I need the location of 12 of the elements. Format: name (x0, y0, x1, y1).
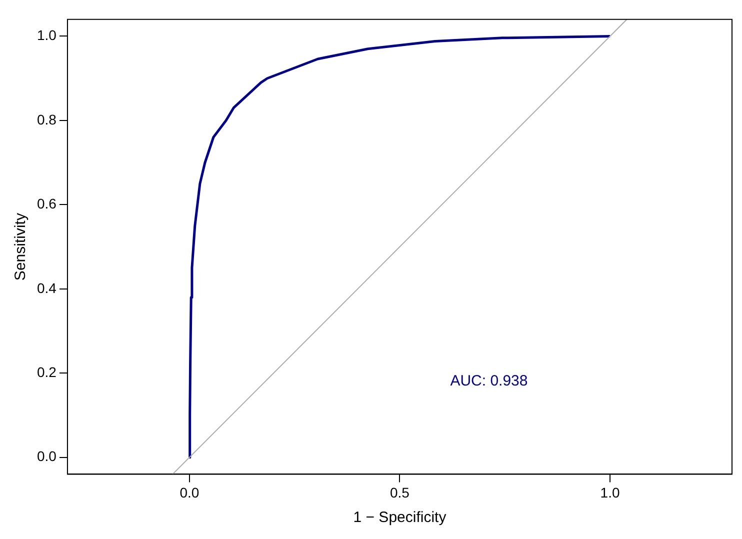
x-tick-label: 0.0 (180, 484, 200, 500)
y-tick-label: 0.6 (36, 196, 57, 212)
y-axis-title: Sensitivity (12, 212, 30, 281)
y-tick-label: 0.2 (36, 364, 57, 380)
x-axis-title: 1 − Specificity (353, 509, 447, 526)
y-tick-label: 0.4 (36, 280, 57, 296)
x-tick-label: 1.0 (600, 484, 620, 500)
x-tick-label: 0.5 (390, 484, 410, 500)
y-tick-label: 1.0 (36, 27, 57, 44)
y-tick-label: 0.0 (36, 448, 57, 464)
annotation: AUC: 0.938 (450, 372, 528, 390)
y-tick-label: 0.8 (36, 111, 57, 128)
